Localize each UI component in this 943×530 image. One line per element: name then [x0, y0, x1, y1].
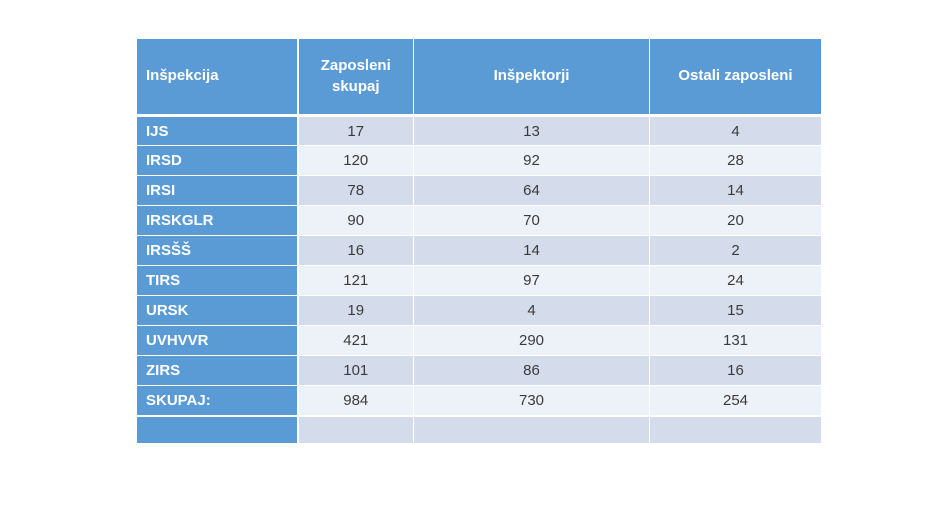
header-cell-ostali-zaposleni: Ostali zaposleni	[649, 38, 822, 117]
table-row-zirs: ZIRS 101 86 16	[136, 355, 822, 386]
value-cell	[413, 414, 650, 444]
header-row: Inšpekcija Zaposleni skupaj Inšpektorji …	[136, 38, 822, 117]
value-cell: 16	[297, 235, 414, 266]
value-cell: 121	[297, 265, 414, 296]
value-cell: 17	[297, 115, 414, 146]
table-row-irskglr: IRSKGLR 90 70 20	[136, 205, 822, 236]
value-cell: 2	[649, 235, 822, 266]
value-cell: 16	[649, 355, 822, 386]
value-cell: 86	[413, 355, 650, 386]
value-cell: 97	[413, 265, 650, 296]
value-cell: 730	[413, 385, 650, 416]
row-label-cell: IRSŠŠ	[136, 235, 299, 266]
row-label-cell: IRSD	[136, 145, 299, 176]
table-header: Inšpekcija Zaposleni skupaj Inšpektorji …	[136, 38, 822, 117]
value-cell: 92	[413, 145, 650, 176]
value-cell: 24	[649, 265, 822, 296]
value-cell: 20	[649, 205, 822, 236]
table-row-irsss: IRSŠŠ 16 14 2	[136, 235, 822, 266]
value-cell: 13	[413, 115, 650, 146]
value-cell: 4	[649, 115, 822, 146]
value-cell: 90	[297, 205, 414, 236]
value-cell: 78	[297, 175, 414, 206]
value-cell	[649, 414, 822, 444]
value-cell: 254	[649, 385, 822, 416]
table-row-ijs: IJS 17 13 4	[136, 115, 822, 146]
value-cell: 14	[413, 235, 650, 266]
inspection-staffing-table: Inšpekcija Zaposleni skupaj Inšpektorji …	[136, 38, 822, 444]
value-cell: 70	[413, 205, 650, 236]
row-label-cell: ZIRS	[136, 355, 299, 386]
table-row-ursk: URSK 19 4 15	[136, 295, 822, 326]
header-cell-zaposleni-skupaj: Zaposleni skupaj	[297, 38, 414, 117]
value-cell: 421	[297, 325, 414, 356]
value-cell: 14	[649, 175, 822, 206]
row-label-cell: IRSKGLR	[136, 205, 299, 236]
value-cell: 19	[297, 295, 414, 326]
value-cell: 15	[649, 295, 822, 326]
table-row-uvhvvr: UVHVVR 421 290 131	[136, 325, 822, 356]
value-cell: 64	[413, 175, 650, 206]
value-cell: 4	[413, 295, 650, 326]
row-label-cell	[136, 414, 299, 444]
table-body: IJS 17 13 4 IRSD 120 92 28 IRSI 78 64 14…	[136, 115, 822, 444]
row-label-cell: IRSI	[136, 175, 299, 206]
value-cell: 120	[297, 145, 414, 176]
row-label-cell: SKUPAJ:	[136, 385, 299, 416]
row-label-cell: TIRS	[136, 265, 299, 296]
header-cell-inspekcija: Inšpekcija	[136, 38, 299, 117]
value-cell: 101	[297, 355, 414, 386]
value-cell: 290	[413, 325, 650, 356]
table-row-irsd: IRSD 120 92 28	[136, 145, 822, 176]
table-row-tirs: TIRS 121 97 24	[136, 265, 822, 296]
value-cell: 984	[297, 385, 414, 416]
value-cell	[297, 414, 414, 444]
row-label-cell: UVHVVR	[136, 325, 299, 356]
header-cell-inspektorji: Inšpektorji	[413, 38, 650, 117]
row-label-cell: URSK	[136, 295, 299, 326]
table-row-skupaj-total: SKUPAJ: 984 730 254	[136, 385, 822, 416]
row-label-cell: IJS	[136, 115, 299, 146]
value-cell: 28	[649, 145, 822, 176]
table-row-empty	[136, 414, 822, 444]
table-row-irsi: IRSI 78 64 14	[136, 175, 822, 206]
value-cell: 131	[649, 325, 822, 356]
